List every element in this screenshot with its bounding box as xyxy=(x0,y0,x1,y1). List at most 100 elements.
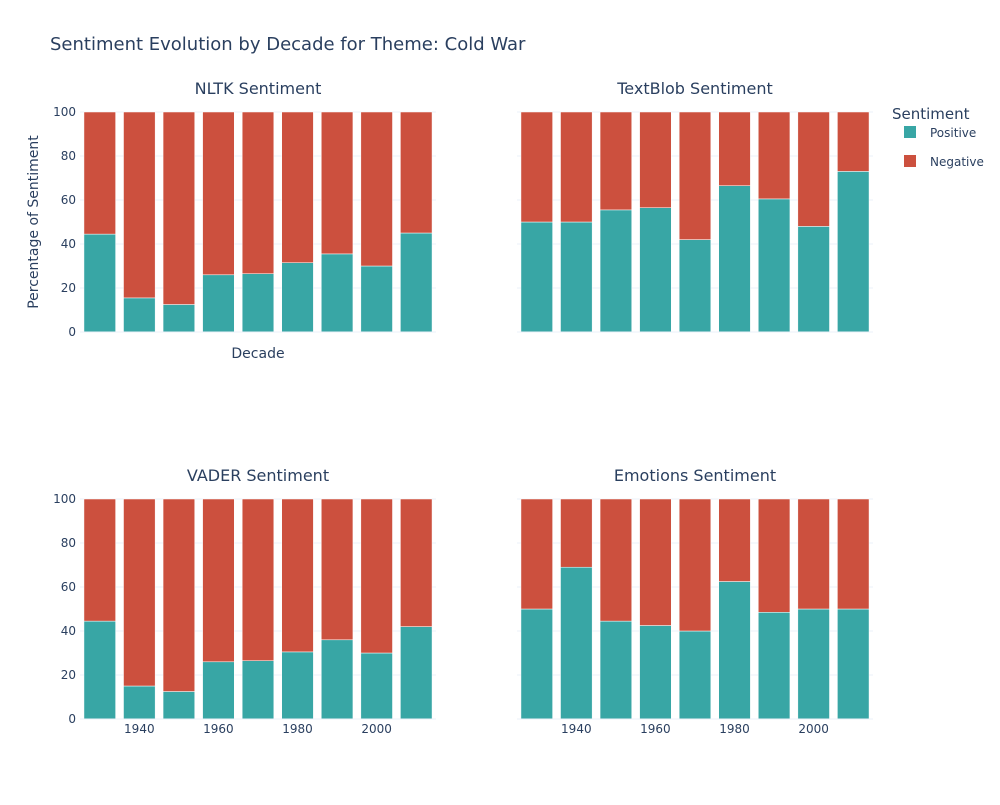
bar-positive-1930[interactable] xyxy=(520,608,553,720)
bar-negative-1930[interactable] xyxy=(520,111,553,223)
y-tick-label: 100 xyxy=(53,105,76,119)
y-tick-label: 0 xyxy=(68,325,76,339)
bar-positive-1970[interactable] xyxy=(678,239,712,333)
bar-positive-1960[interactable] xyxy=(639,625,672,720)
bar-negative-1970[interactable] xyxy=(678,111,712,240)
bar-negative-2010[interactable] xyxy=(400,498,433,627)
bar-positive-1980[interactable] xyxy=(718,185,751,333)
bar-positive-1990[interactable] xyxy=(321,639,354,720)
bar-positive-1930[interactable] xyxy=(520,221,553,333)
bar-positive-2010[interactable] xyxy=(400,232,433,333)
bar-positive-1980[interactable] xyxy=(281,651,314,720)
bar-negative-2000[interactable] xyxy=(360,498,393,654)
legend-item-negative[interactable]: Negative xyxy=(904,155,984,169)
bar-negative-1940[interactable] xyxy=(560,498,593,568)
bar-negative-2010[interactable] xyxy=(837,111,870,172)
legend-item-positive[interactable]: Positive xyxy=(904,126,976,140)
x-tick-label: 2000 xyxy=(361,722,392,736)
bar-positive-1940[interactable] xyxy=(560,221,593,333)
bar-positive-1960[interactable] xyxy=(202,661,235,720)
bar-negative-1940[interactable] xyxy=(123,498,156,687)
bar-positive-2010[interactable] xyxy=(837,608,870,720)
bar-negative-2010[interactable] xyxy=(400,111,433,234)
legend-swatch-negative xyxy=(904,155,916,167)
bar-negative-1930[interactable] xyxy=(83,498,116,622)
bar-positive-1980[interactable] xyxy=(718,581,751,720)
bar-positive-2010[interactable] xyxy=(837,171,870,333)
legend-swatch-positive xyxy=(904,126,916,138)
x-tick-label: 1940 xyxy=(561,722,592,736)
bar-negative-1990[interactable] xyxy=(321,498,354,641)
bar-negative-1930[interactable] xyxy=(520,498,553,610)
bar-negative-1980[interactable] xyxy=(281,111,314,263)
bar-negative-1960[interactable] xyxy=(639,111,672,208)
bar-positive-1940[interactable] xyxy=(560,566,593,720)
x-tick-label: 1960 xyxy=(640,722,671,736)
bar-positive-1970[interactable] xyxy=(678,630,712,720)
bar-negative-1970[interactable] xyxy=(678,498,712,632)
subplot-nltk-sentiment: NLTK Sentiment 0 20 40 60 80 100 Decade Percenta… xyxy=(26,79,436,362)
bar-negative-1950[interactable] xyxy=(599,498,632,622)
bar-negative-1990[interactable] xyxy=(321,111,354,255)
bar-negative-1950[interactable] xyxy=(162,498,195,692)
bar-positive-2000[interactable] xyxy=(360,265,393,333)
subplot-panels: NLTK Sentiment 0 20 40 60 80 100 Decade Percenta… xyxy=(26,79,873,736)
bar-negative-1960[interactable] xyxy=(639,498,672,626)
bar-negative-1990[interactable] xyxy=(758,498,791,613)
bar-positive-1930[interactable] xyxy=(83,620,116,720)
subplot-title: TextBlob Sentiment xyxy=(616,79,773,98)
bar-positive-1970[interactable] xyxy=(241,660,275,720)
x-axis-label: Decade xyxy=(231,346,284,362)
bar-negative-1970[interactable] xyxy=(241,498,275,661)
bar-positive-2000[interactable] xyxy=(797,608,830,720)
bar-negative-1980[interactable] xyxy=(718,111,751,186)
subplot-emotions-sentiment: Emotions Sentiment 1940 1960 1980 2000 xyxy=(517,466,873,736)
bar-positive-1990[interactable] xyxy=(758,198,791,333)
bar-negative-1940[interactable] xyxy=(123,111,156,299)
bar-positive-2000[interactable] xyxy=(797,226,830,333)
bar-negative-1960[interactable] xyxy=(202,111,235,276)
y-tick-label: 0 xyxy=(68,712,76,726)
y-tick-label: 60 xyxy=(61,193,76,207)
bar-negative-2010[interactable] xyxy=(837,498,870,610)
bar-positive-1950[interactable] xyxy=(162,691,195,720)
bar-negative-1950[interactable] xyxy=(599,111,632,211)
y-tick-label: 80 xyxy=(61,536,76,550)
bar-positive-1940[interactable] xyxy=(123,297,156,333)
bar-negative-1940[interactable] xyxy=(560,111,593,223)
legend-label-negative: Negative xyxy=(930,155,984,169)
bar-positive-1950[interactable] xyxy=(162,304,195,333)
bar-positive-1940[interactable] xyxy=(123,685,156,720)
bar-positive-1930[interactable] xyxy=(83,233,116,333)
y-tick-label: 20 xyxy=(61,281,76,295)
bar-positive-1960[interactable] xyxy=(202,274,235,333)
bar-positive-1970[interactable] xyxy=(241,273,275,333)
bar-positive-1990[interactable] xyxy=(758,612,791,720)
bar-positive-1980[interactable] xyxy=(281,262,314,333)
bar-negative-2000[interactable] xyxy=(797,111,830,227)
legend-title: Sentiment xyxy=(892,105,970,123)
bar-positive-1990[interactable] xyxy=(321,253,354,333)
bar-negative-1960[interactable] xyxy=(202,498,235,663)
bar-positive-2000[interactable] xyxy=(360,652,393,720)
legend-label-positive: Positive xyxy=(930,126,976,140)
bar-positive-1960[interactable] xyxy=(639,207,672,333)
bar-positive-1950[interactable] xyxy=(599,620,632,720)
subplot-title: VADER Sentiment xyxy=(187,466,329,485)
subplot-title: Emotions Sentiment xyxy=(614,466,776,485)
bar-negative-1950[interactable] xyxy=(162,111,195,305)
bar-negative-1980[interactable] xyxy=(281,498,314,653)
x-tick-label: 1980 xyxy=(282,722,313,736)
bar-negative-2000[interactable] xyxy=(797,498,830,610)
bar-negative-1930[interactable] xyxy=(83,111,116,235)
bar-negative-1990[interactable] xyxy=(758,111,791,200)
subplot-vader-sentiment: VADER Sentiment 0 20 40 60 80 100 1940 1960 1980 2… xyxy=(53,466,436,736)
bar-negative-2000[interactable] xyxy=(360,111,393,267)
bar-negative-1980[interactable] xyxy=(718,498,751,582)
bar-negative-1970[interactable] xyxy=(241,111,275,274)
bar-positive-2010[interactable] xyxy=(400,626,433,720)
bar-positive-1950[interactable] xyxy=(599,209,632,333)
x-tick-label: 1980 xyxy=(719,722,750,736)
